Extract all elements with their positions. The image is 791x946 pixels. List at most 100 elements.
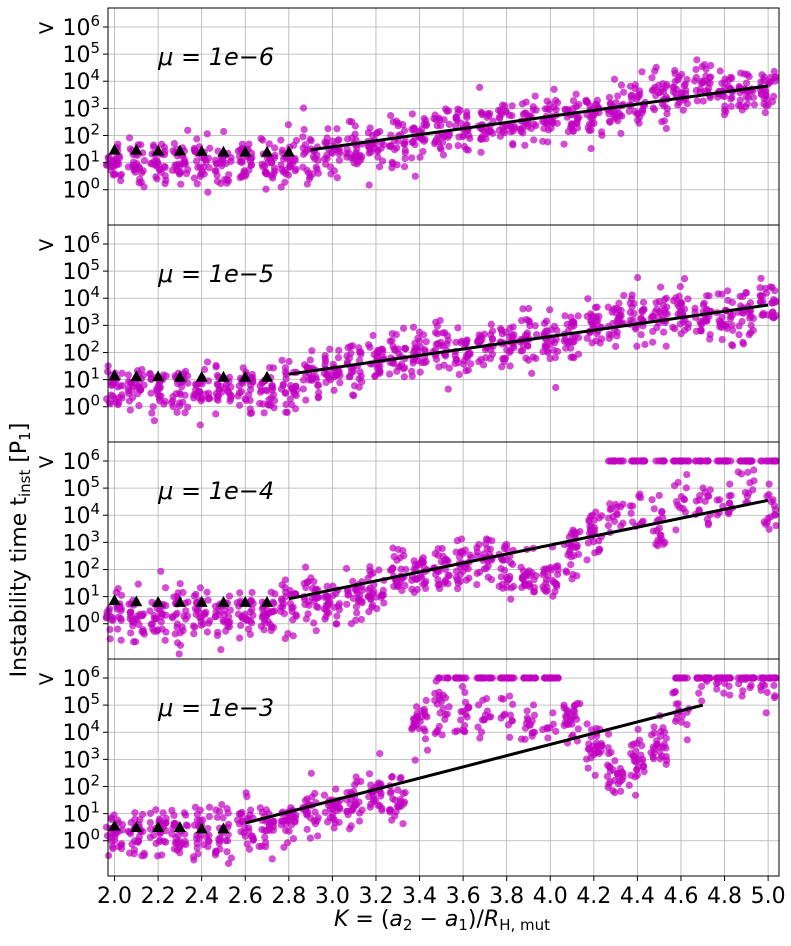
data-point xyxy=(213,371,221,380)
fit-line xyxy=(288,498,769,601)
data-point xyxy=(467,360,475,368)
data-point xyxy=(269,391,278,399)
data-point xyxy=(696,457,704,465)
data-point xyxy=(676,282,684,291)
data-point xyxy=(745,331,753,339)
data-point xyxy=(435,114,443,122)
data-point xyxy=(692,65,700,74)
data-point xyxy=(140,183,148,191)
data-point xyxy=(422,696,430,705)
data-point xyxy=(736,96,744,104)
data-point xyxy=(479,125,487,134)
data-point xyxy=(697,320,705,328)
data-point xyxy=(333,125,341,133)
data-point xyxy=(193,844,201,852)
data-point xyxy=(695,689,703,697)
data-point xyxy=(302,584,310,592)
data-point xyxy=(758,292,767,300)
data-point xyxy=(608,457,616,465)
data-point xyxy=(351,122,359,130)
data-point xyxy=(102,614,111,622)
triangle-marker xyxy=(282,145,295,157)
data-point xyxy=(584,124,592,132)
data-point xyxy=(680,495,689,504)
data-point xyxy=(497,110,505,119)
data-point xyxy=(306,834,315,842)
data-point xyxy=(408,138,416,147)
data-point xyxy=(203,628,211,636)
data-point xyxy=(770,457,778,465)
data-point xyxy=(314,381,322,389)
data-point xyxy=(190,592,198,600)
data-point xyxy=(321,354,329,363)
data-point xyxy=(587,144,595,153)
data-point xyxy=(162,601,170,610)
data-point xyxy=(706,74,714,82)
data-point xyxy=(591,303,600,312)
data-point xyxy=(130,161,138,170)
data-point xyxy=(519,574,527,582)
data-point xyxy=(162,827,170,835)
data-point xyxy=(762,87,770,95)
data-point xyxy=(267,588,275,596)
data-point xyxy=(139,149,147,157)
data-point xyxy=(620,291,628,300)
data-point xyxy=(388,158,396,166)
data-point xyxy=(416,368,424,376)
data-point xyxy=(196,421,204,429)
data-point xyxy=(524,112,533,120)
data-point xyxy=(261,169,269,177)
data-point xyxy=(605,93,614,102)
data-point xyxy=(162,838,170,846)
triangle-marker xyxy=(261,596,274,607)
data-point xyxy=(529,701,538,709)
data-point xyxy=(328,137,337,145)
data-point xyxy=(423,746,432,754)
data-point xyxy=(552,335,560,343)
data-point xyxy=(146,833,154,841)
data-point xyxy=(432,318,440,326)
data-point xyxy=(111,156,119,164)
data-point xyxy=(333,174,341,182)
y-tick-label: 104 xyxy=(62,283,100,312)
data-point xyxy=(765,490,773,499)
data-point xyxy=(388,772,396,781)
data-point xyxy=(303,363,311,371)
data-point xyxy=(171,630,179,638)
data-point xyxy=(321,808,329,816)
data-point xyxy=(630,752,638,760)
data-point xyxy=(568,333,577,342)
data-point xyxy=(347,349,355,357)
data-point xyxy=(419,554,427,562)
data-point xyxy=(332,620,340,628)
data-point xyxy=(196,584,204,592)
data-point xyxy=(326,163,334,171)
triangle-marker xyxy=(217,370,230,382)
data-point xyxy=(604,783,612,792)
data-point xyxy=(486,545,494,553)
data-point xyxy=(263,387,271,395)
data-point xyxy=(285,357,293,366)
data-point xyxy=(235,634,244,642)
data-point xyxy=(397,565,405,573)
data-point xyxy=(656,748,664,756)
data-point xyxy=(434,581,442,589)
data-point xyxy=(203,358,212,366)
data-point xyxy=(747,321,755,329)
data-point xyxy=(135,621,143,629)
data-point xyxy=(629,316,637,324)
data-point xyxy=(366,124,374,132)
data-point xyxy=(633,342,641,350)
data-point xyxy=(610,517,619,525)
data-point xyxy=(179,627,187,635)
data-point xyxy=(301,148,309,157)
data-point xyxy=(461,728,469,736)
data-point xyxy=(215,807,224,815)
data-point xyxy=(291,167,299,175)
data-point xyxy=(729,326,737,334)
data-point xyxy=(745,72,753,81)
data-point xyxy=(768,283,776,291)
data-point xyxy=(156,605,164,614)
data-point xyxy=(671,67,679,75)
data-point xyxy=(237,621,245,630)
